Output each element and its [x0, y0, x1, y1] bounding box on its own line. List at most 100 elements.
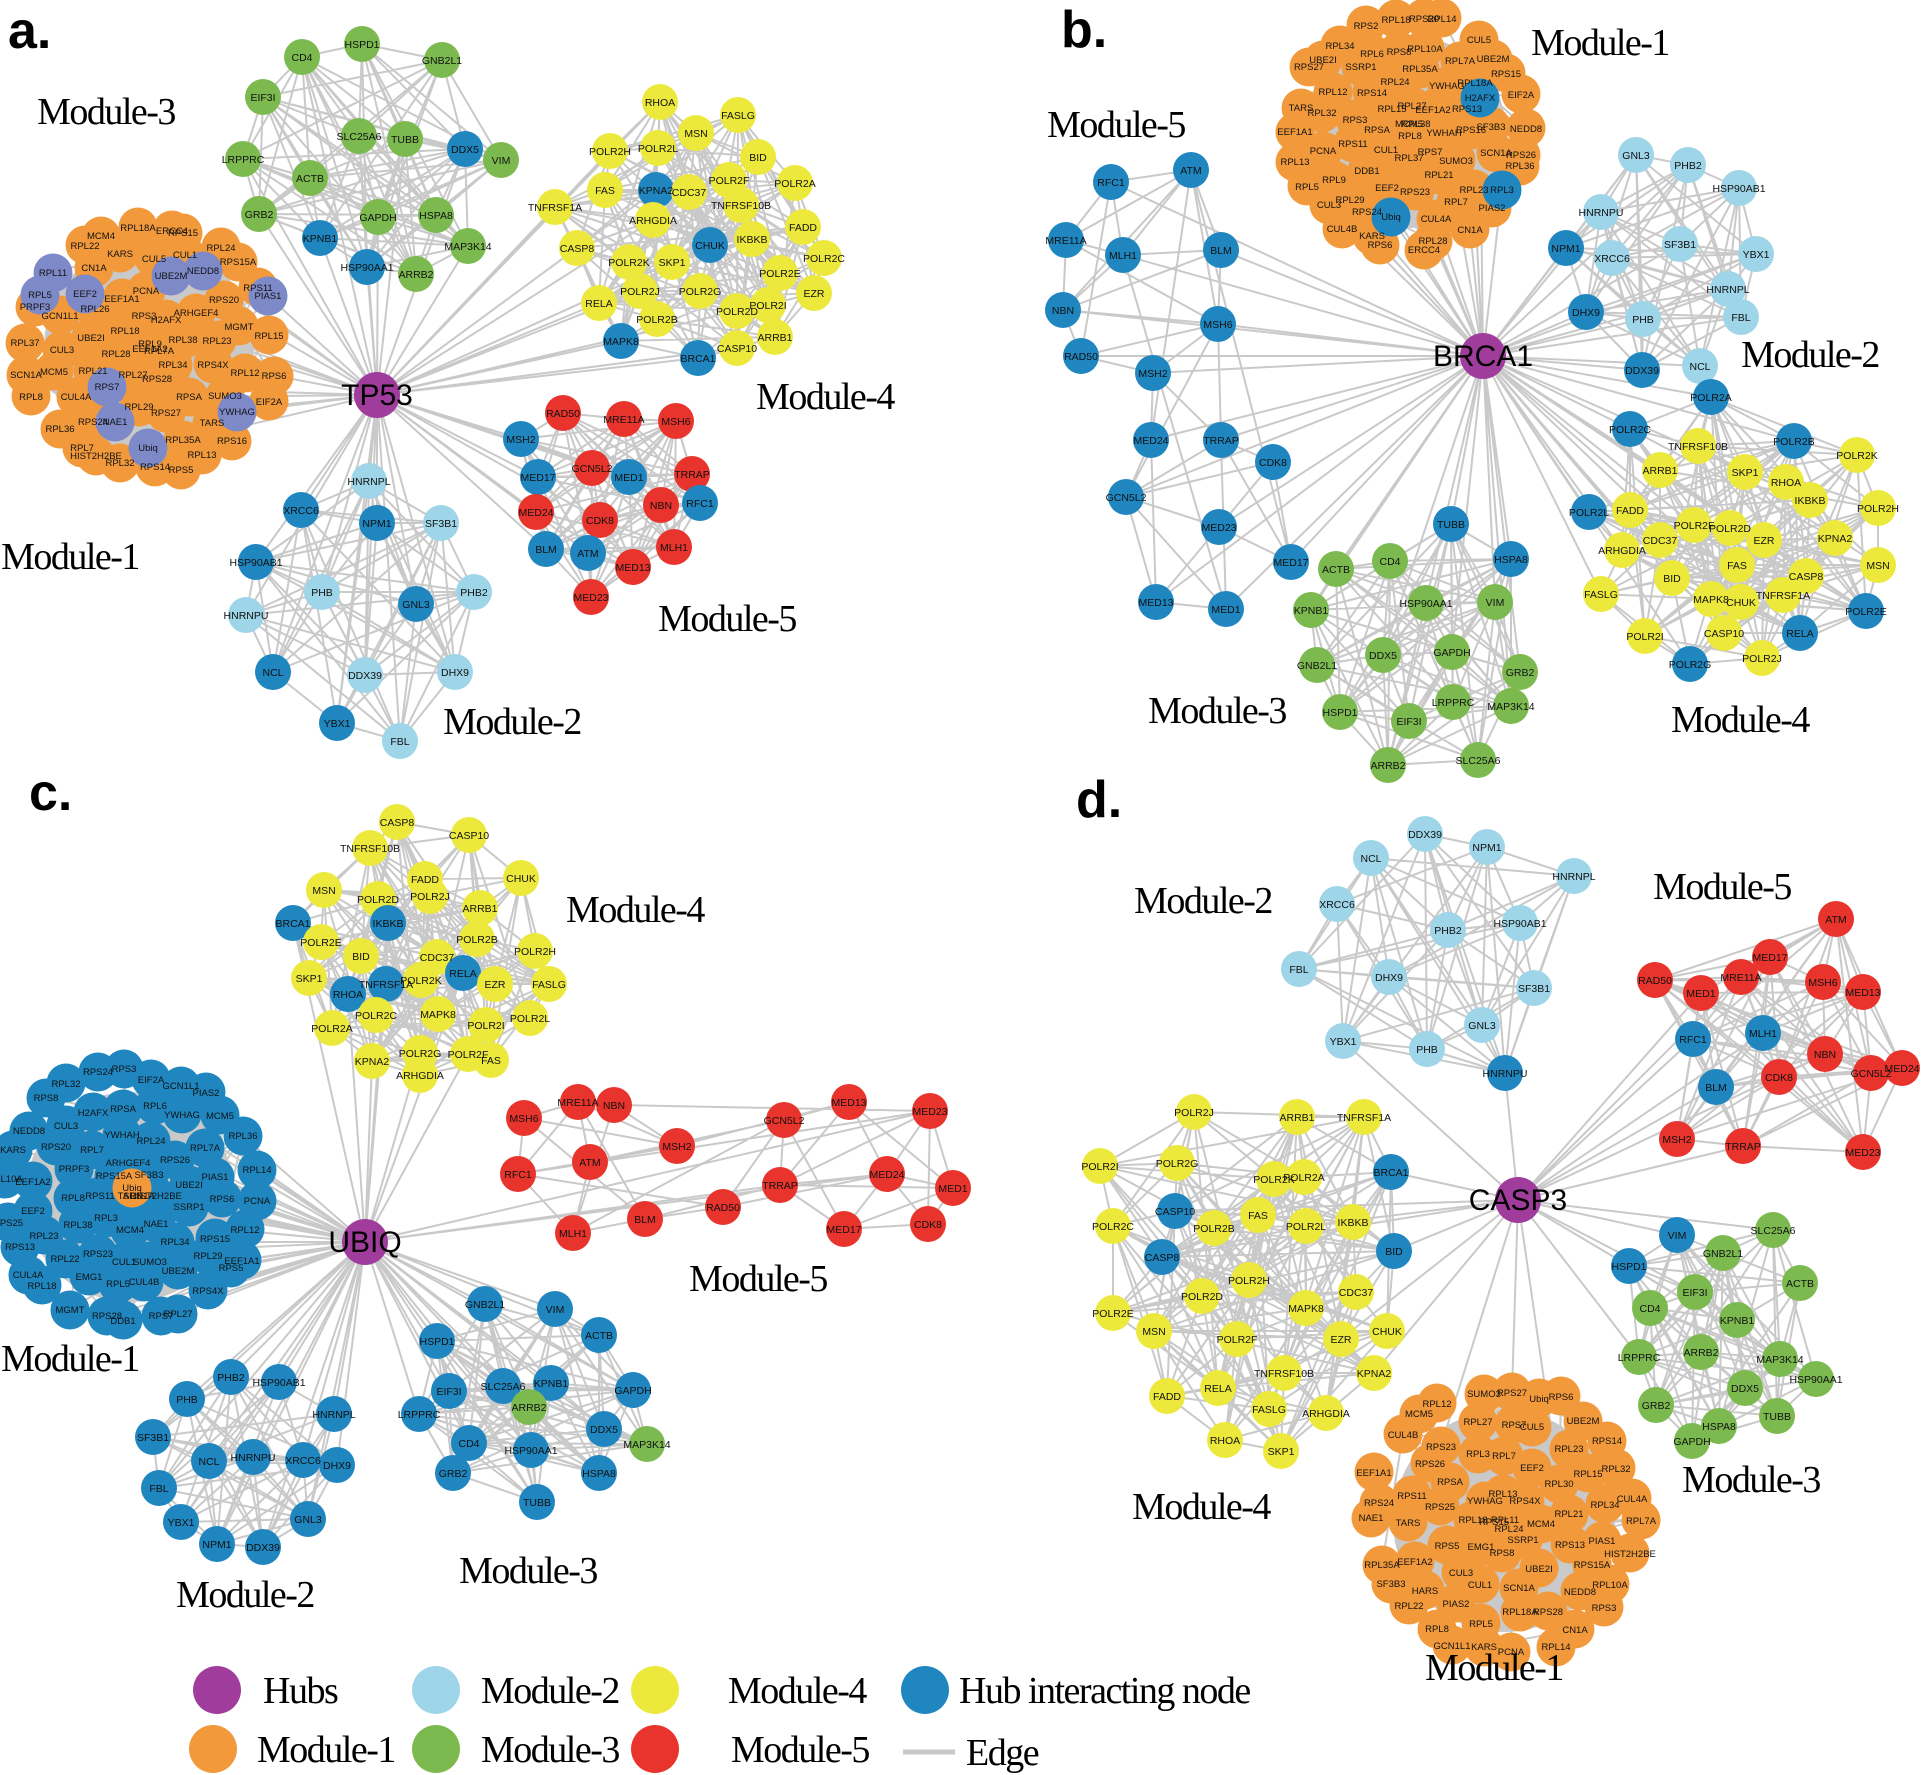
- svg-text:Module-5: Module-5: [731, 1729, 869, 1771]
- svg-text:EEF1A1: EEF1A1: [1277, 127, 1312, 138]
- svg-text:Ubiq: Ubiq: [1529, 1394, 1549, 1405]
- svg-text:RPS14: RPS14: [140, 462, 170, 473]
- svg-text:CUL5: CUL5: [1467, 35, 1491, 46]
- svg-text:PHB: PHB: [311, 587, 333, 599]
- svg-text:XRCC6: XRCC6: [1594, 253, 1630, 265]
- svg-text:BRCA1: BRCA1: [1433, 340, 1533, 373]
- svg-text:XRCC6: XRCC6: [1319, 899, 1355, 911]
- svg-text:RPL21: RPL21: [1554, 1509, 1583, 1520]
- svg-text:MED1: MED1: [1686, 988, 1715, 1000]
- svg-text:CN1A: CN1A: [1562, 1625, 1588, 1636]
- svg-text:PCNA: PCNA: [1310, 146, 1337, 157]
- svg-text:GNB2L1: GNB2L1: [465, 1299, 505, 1311]
- svg-text:RPS5: RPS5: [1435, 1541, 1460, 1552]
- svg-text:FASLG: FASLG: [1252, 1404, 1286, 1416]
- svg-text:RPL36: RPL36: [1505, 161, 1534, 172]
- svg-text:POLR2B: POLR2B: [456, 934, 497, 946]
- svg-text:RPL32: RPL32: [1601, 1464, 1630, 1475]
- svg-text:EIF3I: EIF3I: [1396, 716, 1421, 728]
- svg-text:RPL10A: RPL10A: [0, 1174, 23, 1185]
- svg-text:EZR: EZR: [804, 288, 825, 300]
- svg-text:RPL24: RPL24: [1380, 77, 1409, 88]
- svg-text:c.: c.: [29, 764, 72, 822]
- svg-text:SF3B1: SF3B1: [1664, 239, 1696, 251]
- svg-text:GCN1L1: GCN1L1: [1434, 1641, 1471, 1652]
- svg-text:POLR2G: POLR2G: [679, 286, 722, 298]
- svg-text:HSPD1: HSPD1: [1322, 707, 1357, 719]
- svg-text:RPL36: RPL36: [228, 1131, 257, 1142]
- svg-text:NEDD8: NEDD8: [1564, 1587, 1596, 1598]
- svg-text:IKBKB: IKBKB: [737, 234, 768, 246]
- svg-text:MED23: MED23: [573, 592, 608, 604]
- svg-text:RPL9: RPL9: [138, 339, 162, 350]
- svg-text:POLR2F: POLR2F: [1217, 1334, 1258, 1346]
- svg-text:KPNB1: KPNB1: [303, 233, 338, 245]
- svg-text:HSPA8: HSPA8: [1702, 1421, 1736, 1433]
- svg-text:TNFRSF10B: TNFRSF10B: [340, 843, 400, 855]
- svg-text:RPS3: RPS3: [1343, 115, 1368, 126]
- svg-text:RFC1: RFC1: [504, 1169, 532, 1181]
- svg-text:RPS8: RPS8: [1387, 47, 1412, 58]
- svg-text:KPNB1: KPNB1: [534, 1378, 569, 1390]
- svg-text:RPL18: RPL18: [1381, 15, 1410, 26]
- svg-text:VIM: VIM: [546, 1304, 565, 1316]
- svg-text:CD4: CD4: [1379, 556, 1400, 568]
- svg-text:UBE2I: UBE2I: [77, 333, 104, 344]
- svg-text:MAP3K14: MAP3K14: [1487, 701, 1534, 713]
- svg-text:RPL9: RPL9: [1322, 175, 1346, 186]
- svg-text:SSRP1: SSRP1: [1345, 62, 1376, 73]
- svg-text:RPL30: RPL30: [1544, 1479, 1573, 1490]
- svg-text:RPL13: RPL13: [187, 450, 216, 461]
- svg-text:CDC37: CDC37: [1339, 1287, 1374, 1299]
- svg-text:DHX9: DHX9: [323, 1460, 351, 1472]
- svg-text:TNFRSF10B: TNFRSF10B: [711, 200, 771, 212]
- svg-text:RPL13: RPL13: [1488, 1489, 1517, 1500]
- svg-text:RPS7: RPS7: [149, 1311, 174, 1322]
- svg-text:ARHGDIA: ARHGDIA: [396, 1070, 444, 1082]
- svg-text:RPS7: RPS7: [1418, 147, 1443, 158]
- svg-text:d.: d.: [1076, 771, 1122, 829]
- svg-text:RPL28: RPL28: [1418, 236, 1447, 247]
- svg-text:MSH6: MSH6: [661, 416, 690, 428]
- svg-text:TUBB: TUBB: [1437, 519, 1465, 531]
- svg-text:RPL3: RPL3: [1466, 1449, 1490, 1460]
- svg-text:RPS14: RPS14: [1592, 1436, 1622, 1447]
- svg-text:FASLG: FASLG: [532, 979, 566, 991]
- svg-text:CASP3: CASP3: [1469, 1184, 1567, 1217]
- svg-text:HNRNPU: HNRNPU: [1483, 1068, 1528, 1080]
- svg-text:RPS4X: RPS4X: [197, 360, 229, 371]
- svg-text:Module-5: Module-5: [658, 598, 796, 640]
- svg-text:RPS20: RPS20: [1409, 14, 1439, 25]
- svg-text:HNRNPU: HNRNPU: [231, 1452, 276, 1464]
- svg-text:a.: a.: [8, 2, 51, 60]
- svg-text:PHB: PHB: [1632, 314, 1654, 326]
- svg-text:POLR2F: POLR2F: [709, 175, 750, 187]
- svg-text:ARRB1: ARRB1: [1642, 465, 1677, 477]
- svg-text:SUMO3: SUMO3: [1467, 1389, 1501, 1400]
- svg-text:RPL5: RPL5: [1469, 1619, 1493, 1630]
- svg-text:RPL32: RPL32: [105, 458, 134, 469]
- svg-text:RPS27: RPS27: [1497, 1388, 1527, 1399]
- svg-text:RPS11: RPS11: [1397, 1491, 1426, 1502]
- svg-text:KPNA2: KPNA2: [355, 1056, 390, 1068]
- svg-text:GRB2: GRB2: [245, 209, 274, 221]
- svg-text:CUL3: CUL3: [1449, 1568, 1473, 1579]
- svg-text:RPS25: RPS25: [1425, 1502, 1455, 1513]
- svg-text:SUMO3: SUMO3: [208, 391, 242, 402]
- svg-text:SF3B1: SF3B1: [137, 1432, 169, 1444]
- svg-text:RPS11: RPS11: [1338, 139, 1367, 150]
- svg-text:RPL14: RPL14: [242, 1165, 271, 1176]
- svg-text:MSH2: MSH2: [1662, 1134, 1691, 1146]
- svg-text:MAPK8: MAPK8: [1288, 1303, 1324, 1315]
- svg-text:CD4: CD4: [458, 1438, 479, 1450]
- svg-text:POLR2L: POLR2L: [638, 143, 678, 155]
- svg-text:GRB2: GRB2: [1506, 667, 1535, 679]
- svg-text:ARRB1: ARRB1: [757, 332, 792, 344]
- svg-text:MGMT: MGMT: [55, 1305, 84, 1316]
- svg-text:NAE1: NAE1: [1359, 1513, 1384, 1524]
- svg-text:MLH1: MLH1: [559, 1228, 587, 1240]
- svg-text:RPS14: RPS14: [1357, 88, 1387, 99]
- svg-text:KPNB1: KPNB1: [1720, 1315, 1755, 1327]
- svg-text:RPL22: RPL22: [50, 1254, 79, 1265]
- svg-text:EZR: EZR: [1754, 535, 1775, 547]
